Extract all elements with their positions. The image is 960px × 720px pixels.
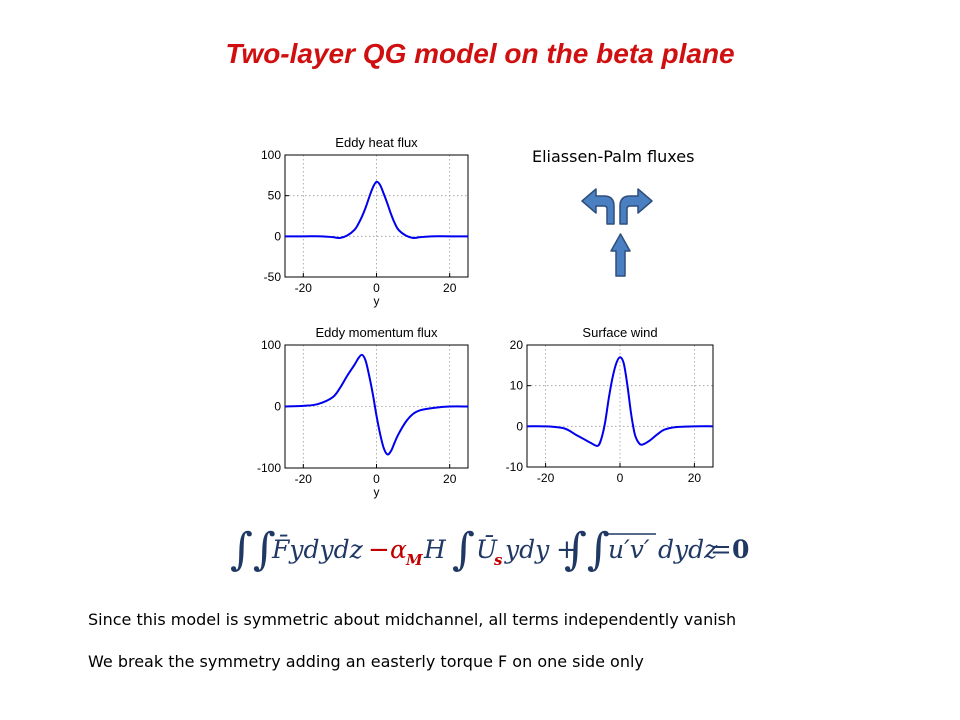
x-tick-label: 20 xyxy=(688,471,702,485)
ep-arrows xyxy=(581,188,653,277)
series-line xyxy=(526,356,714,447)
series-line xyxy=(285,180,468,240)
y-tick-label: -100 xyxy=(257,461,281,475)
x-tick-label: 0 xyxy=(617,471,624,485)
eq-alpha-sub: M xyxy=(405,551,423,569)
y-tick-label: 100 xyxy=(261,338,281,352)
eq-term3: u′v′ xyxy=(608,535,650,564)
x-tick-label: 0 xyxy=(373,281,380,295)
up-arrow-icon xyxy=(610,233,631,277)
y-tick-label: 0 xyxy=(516,419,523,433)
x-tick-label: -20 xyxy=(295,281,313,295)
x-tick-label: 20 xyxy=(443,472,457,486)
x-axis-label: y xyxy=(374,485,380,499)
eq-plus: + xyxy=(556,535,578,565)
y-tick-label: 20 xyxy=(510,338,524,352)
y-tick-label: 100 xyxy=(261,148,281,162)
chart-title: Eddy momentum flux xyxy=(315,325,438,340)
eddy-momentum-flux-chart: -20 0 20 -100 0 100 Eddy momentum flux y xyxy=(257,325,469,499)
balance-equation: ∫∫ F̄ydydz − α M H ∫ Ū s ydy + ∫∫ u′v′ d… xyxy=(230,524,749,575)
eliassen-palm-label: Eliassen-Palm fluxes xyxy=(532,147,695,166)
eq-zero: 0 xyxy=(732,535,749,564)
curved-arrow-left-icon xyxy=(581,188,615,225)
eq-double-integral-2: ∫∫ xyxy=(564,524,610,575)
x-tick-label: 0 xyxy=(373,472,380,486)
y-tick-label: 0 xyxy=(274,229,281,243)
eq-double-integral-1: ∫∫ xyxy=(230,524,276,575)
x-tick-label: -20 xyxy=(537,471,555,485)
body-text-line-1: Since this model is symmetric about midc… xyxy=(88,610,737,629)
x-tick-label: -20 xyxy=(295,472,313,486)
y-tick-label: 10 xyxy=(510,379,524,393)
series-line xyxy=(284,353,469,456)
eq-alpha: α xyxy=(390,535,407,564)
curved-arrow-right-icon xyxy=(619,188,653,225)
chart-title: Surface wind xyxy=(582,325,657,340)
eq-term1: F̄ydydz xyxy=(271,535,364,564)
eq-minus: − xyxy=(368,535,390,565)
y-tick-label: -10 xyxy=(506,460,524,474)
surface-wind-chart: -20 0 20 -10 0 10 20 Surface wind xyxy=(506,325,714,485)
body-text-line-2: We break the symmetry adding an easterly… xyxy=(88,652,644,671)
y-tick-label: 50 xyxy=(268,189,282,203)
eq-equals: = xyxy=(710,535,732,565)
eq-term3-rest: dydz xyxy=(658,535,718,564)
x-axis-label: y xyxy=(374,294,380,308)
eddy-heat-flux-chart: -20 0 20 -50 0 50 100 Eddy heat flux y xyxy=(261,135,469,308)
eq-H: H xyxy=(423,535,447,564)
eq-U-sub: s xyxy=(494,551,503,569)
y-tick-label: -50 xyxy=(264,270,282,284)
x-tick-label: 20 xyxy=(443,281,457,295)
eq-term2-rest: ydy xyxy=(504,535,550,564)
eq-U: Ū xyxy=(476,535,498,564)
y-tick-label: 0 xyxy=(274,400,281,414)
eq-single-integral: ∫ xyxy=(452,524,475,575)
slide-title: Two-layer QG model on the beta plane xyxy=(225,38,735,69)
chart-title: Eddy heat flux xyxy=(335,135,418,150)
